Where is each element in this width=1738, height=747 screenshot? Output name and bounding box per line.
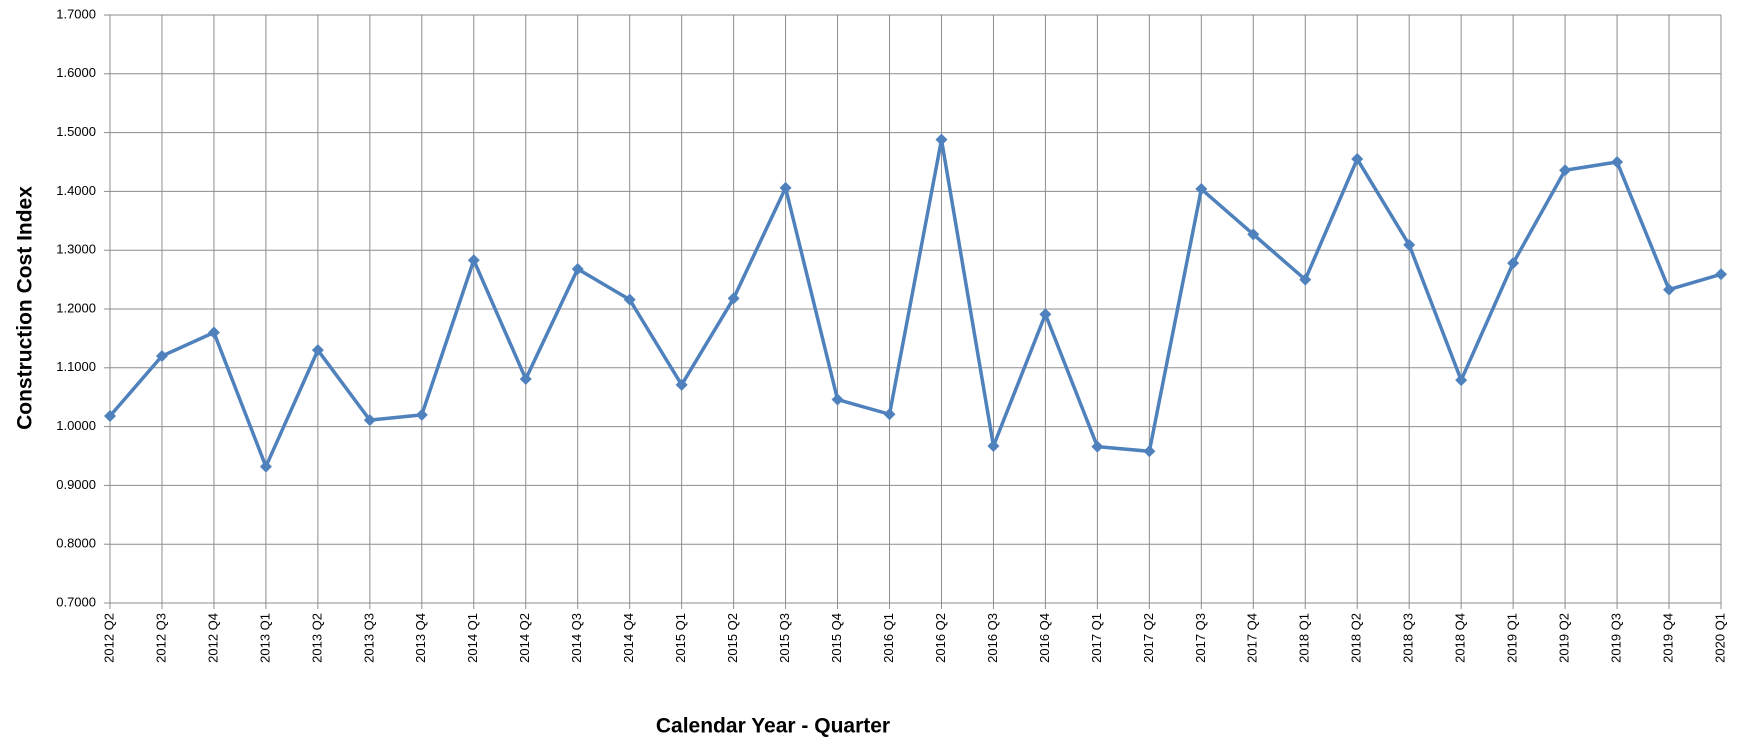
marker [1247,228,1260,241]
y-tick-label: 1.3000 [56,242,96,257]
x-tick-label: 2019 Q2 [1557,613,1572,663]
x-axis-title: Calendar Year - Quarter [656,715,890,738]
x-tick-label: 2014 Q1 [465,613,480,663]
marker [1611,156,1624,168]
x-tick-label: 2015 Q4 [829,613,844,663]
marker [104,410,116,423]
x-tick-label: 2015 Q1 [673,613,688,663]
x-tick-label: 2017 Q1 [1089,613,1104,663]
x-tick-label: 2014 Q4 [621,613,636,663]
marker [623,293,636,306]
marker [1715,268,1727,281]
x-tick-label: 2016 Q2 [933,613,948,663]
marker [779,181,792,194]
marker [571,263,584,276]
marker [1663,283,1676,296]
marker [883,408,896,421]
marker [415,408,428,421]
marker [987,440,1000,453]
marker [207,326,220,339]
x-tick-label: 2012 Q2 [101,613,116,663]
y-tick-label: 1.4000 [56,183,96,198]
y-axis-title: Construction Cost Index [14,186,37,430]
x-tick-label: 2012 Q3 [153,613,168,663]
y-tick-label: 1.0000 [56,418,96,433]
x-tick-label: 2012 Q4 [205,613,220,663]
x-tick-label: 2018 Q4 [1453,613,1468,663]
x-tick-label: 2013 Q3 [361,613,376,663]
marker [1299,273,1312,286]
x-tick-label: 2018 Q2 [1349,613,1364,663]
marker [1195,183,1208,196]
marker [675,378,688,391]
marker [831,393,844,406]
x-tick-label: 2019 Q4 [1660,613,1675,663]
marker [1403,238,1416,251]
y-tick-label: 0.9000 [56,477,96,492]
y-tick-label: 0.8000 [56,536,96,551]
x-tick-label: 2014 Q2 [517,613,532,663]
y-tick-label: 0.7000 [56,594,96,609]
x-tick-label: 2015 Q2 [725,613,740,663]
x-tick-label: 2013 Q2 [309,613,324,663]
x-tick-label: 2016 Q1 [881,613,896,663]
x-tick-label: 2014 Q3 [569,613,584,663]
y-tick-label: 1.2000 [56,300,96,315]
marker [935,133,948,146]
marker [1507,257,1520,270]
series-line [108,137,1722,469]
y-tick-label: 1.5000 [56,124,96,139]
x-tick-label: 2015 Q3 [777,613,792,663]
x-tick-label: 2016 Q3 [985,613,1000,663]
x-tick-label: 2017 Q3 [1193,613,1208,663]
x-tick-label: 2020 Q1 [1712,613,1727,663]
marker [259,460,272,473]
marker [1559,164,1572,177]
marker [363,414,376,427]
x-tick-label: 2017 Q4 [1245,613,1260,663]
y-tick-label: 1.6000 [56,65,96,80]
x-tick-label: 2013 Q1 [257,613,272,663]
marker [519,372,532,385]
marker [311,344,324,357]
x-tick-label: 2017 Q2 [1141,613,1156,663]
x-tick-label: 2019 Q3 [1609,613,1624,663]
marker [1091,440,1104,453]
y-tick-label: 1.7000 [56,6,96,21]
x-tick-label: 2018 Q1 [1297,613,1312,663]
marker [1351,153,1364,166]
marker [467,254,480,267]
marker [1455,374,1468,387]
marker [1039,308,1052,321]
x-tick-label: 2016 Q4 [1037,613,1052,663]
marker [727,292,740,305]
x-tick-label: 2013 Q4 [413,613,428,663]
marker [155,350,168,363]
x-tick-label: 2018 Q3 [1401,613,1416,663]
marker [1143,445,1156,458]
x-tick-label: 2019 Q1 [1505,613,1520,663]
y-tick-label: 1.1000 [56,359,96,374]
